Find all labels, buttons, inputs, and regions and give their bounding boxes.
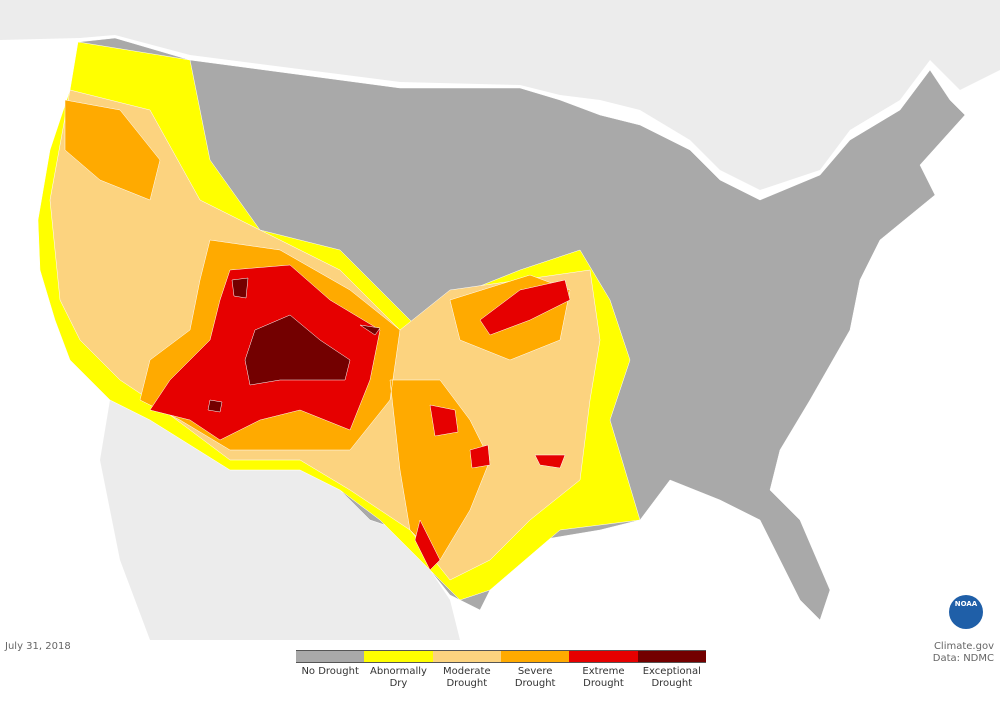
legend-label: Severe Drought [514,666,556,689]
region [207,277,381,413]
map: NOAA [0,0,1000,640]
logo-circle [949,595,983,629]
legend-swatch [637,650,706,663]
date: July 31, 2018 [5,641,71,652]
legend-swatch [364,650,433,663]
legend-item: Moderate Drought [432,650,501,690]
source: Data: NDMC [932,653,994,664]
legend-label: Abnormally Dry [370,666,427,689]
credit: Climate.gov [933,641,994,652]
legend: No Drought Abnormally Dry Moderate Drought… [296,650,706,690]
legend-swatch [432,650,501,663]
legend-label: Extreme Drought [582,666,625,689]
legend-label: No Drought [301,666,359,677]
legend-label: Moderate Drought [443,666,491,689]
legend-swatch [500,650,570,663]
legend-item: Abnormally Dry [364,650,433,690]
legend-item: Severe Drought [500,650,570,690]
legend-item: No Drought [296,650,365,690]
canada [0,0,1000,190]
legend-label: Exceptional Drought [642,666,701,689]
legend-item: Extreme Drought [569,650,638,690]
legend-item: Exceptional Drought [637,650,706,690]
legend-swatch [296,650,365,663]
noaa-logo: NOAA [949,595,983,629]
logo-text: NOAA [955,600,978,608]
mexico [100,400,460,640]
us-map [37,37,966,621]
legend-swatch [569,650,638,663]
